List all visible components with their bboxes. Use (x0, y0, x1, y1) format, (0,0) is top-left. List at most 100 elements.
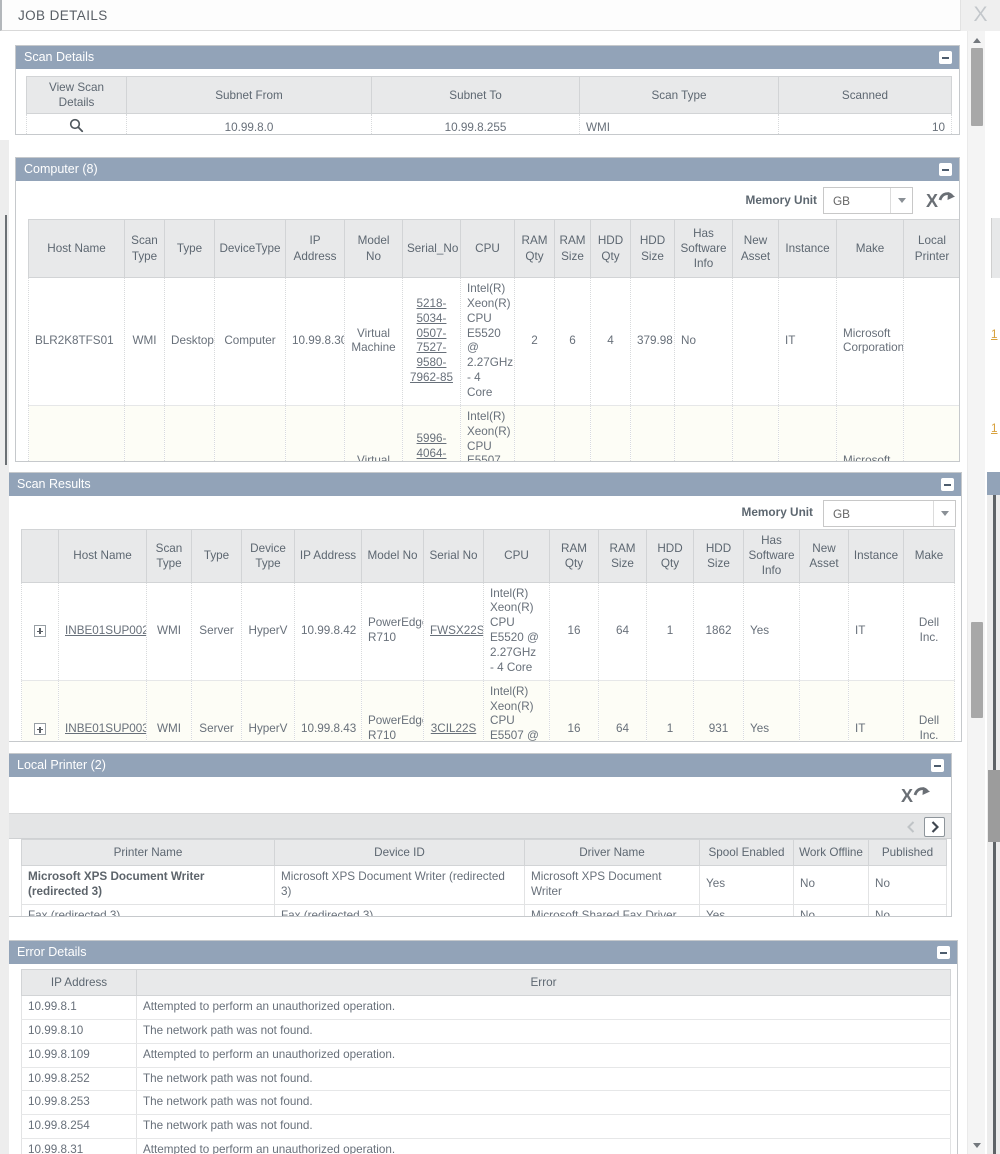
collapse-button[interactable] (941, 478, 954, 491)
cell-error: Attempted to perform an unauthorized ope… (136, 1042, 951, 1068)
memory-unit-select[interactable]: GB (823, 187, 913, 214)
modal-scrollbar[interactable] (967, 31, 985, 1154)
cell-instance: IT (778, 277, 837, 406)
search-icon[interactable] (69, 118, 84, 133)
cell-type: Desktop (164, 277, 215, 406)
col-printer-name: Printer Name (21, 839, 275, 866)
table-header-row: IP Address Error (21, 969, 951, 996)
error-details-title: Error Details (17, 945, 87, 959)
cell-work-offline: No (793, 865, 869, 905)
cell-cpu: Intel(R) Xeon(R) CPU E5520 @ 2.27GHz - 4… (460, 277, 515, 406)
cell-make: Dell Inc. (903, 581, 955, 681)
expand-plus-icon[interactable] (34, 624, 46, 637)
scan-details-panel: Scan Details View Scan Details Subnet Fr… (15, 45, 960, 135)
chevron-down-icon (897, 198, 906, 203)
memory-unit-label: Memory Unit (741, 505, 813, 519)
cell-scan-type: WMI (146, 679, 192, 741)
table-row: 10.99.8.254 The network path was not fou… (21, 1114, 951, 1140)
col-error: Error (136, 969, 951, 996)
cell-error: Attempted to perform an unauthorized ope… (136, 995, 951, 1020)
host-link[interactable]: INBE01SUP003 (65, 721, 147, 735)
col-published: Published (868, 839, 947, 866)
col-scan-type: Scan Type (146, 529, 192, 583)
cell-device-type: Computer (214, 404, 286, 461)
scroll-down-button[interactable] (968, 1138, 986, 1152)
host-link[interactable]: INBE01SUP002 (65, 623, 147, 637)
cell-host-name: INBE01SUP002 (58, 581, 147, 681)
clipped-panel-header (987, 472, 1000, 495)
previous-page-button[interactable] (903, 818, 919, 836)
serial-link[interactable]: FWSX22S (430, 623, 484, 637)
cell-driver-name: Microsoft Shared Fax Driver (524, 903, 700, 916)
col-device-id: Device ID (274, 839, 525, 866)
cell-host-name: INBE01SUVDEV01 (28, 404, 125, 461)
cell-error: Attempted to perform an unauthorized ope… (136, 1138, 951, 1154)
scrollbar-thumb[interactable] (971, 622, 983, 718)
cell-printer-name: Microsoft XPS Document Writer (redirecte… (21, 865, 275, 905)
export-excel-icon[interactable]: X (926, 189, 956, 215)
cell-ram-size: 64 (598, 679, 647, 741)
col-ram-size: RAM Size (554, 219, 591, 278)
cell-ip-address: 10.99.8.1 (21, 995, 137, 1020)
cell-host-name: INBE01SUP003 (58, 679, 147, 741)
cell-new-asset (732, 277, 779, 406)
col-scan-type: Scan Type (124, 219, 165, 278)
col-ram-size: RAM Size (598, 529, 647, 583)
minus-icon (942, 168, 949, 171)
cell-error: The network path was not found. (136, 1114, 951, 1140)
collapse-button[interactable] (937, 946, 950, 959)
scroll-up-button[interactable] (968, 33, 986, 47)
cell-subnet-to: 10.99.8.255 (371, 113, 580, 134)
cell-ram-qty: 2 (514, 404, 555, 461)
table-row: Fax (redirected 3) Fax (redirected 3) Mi… (21, 903, 947, 916)
minus-icon (940, 951, 947, 954)
serial-link[interactable]: 3CIL22S (430, 721, 477, 735)
dropdown-arrow-box (933, 501, 955, 526)
computer-toolbar: Memory Unit GB X (16, 181, 959, 219)
cell-model-no: Virtual Machine (344, 404, 403, 461)
clipped-local-printer-link[interactable]: 1 (991, 422, 998, 435)
error-details-table: IP Address Error 10.99.8.1 Attempted to … (21, 969, 951, 1154)
cell-serial-no: FWSX22S (423, 581, 484, 681)
cell-error: The network path was not found. (136, 1018, 951, 1044)
col-ip-address: IP Address (294, 529, 362, 583)
cell-work-offline: No (793, 903, 869, 916)
col-local-printer: Local Printer (903, 219, 959, 278)
expand-plus-icon[interactable] (34, 722, 46, 735)
cell-cpu: Intel(R) Xeon(R) CPU E5507 @ 2.27GHz - 4… (483, 679, 550, 741)
memory-unit-select[interactable]: GB (823, 500, 956, 527)
table-row: 10.99.8.1 Attempted to perform an unauth… (21, 995, 951, 1020)
collapse-button[interactable] (931, 759, 944, 772)
col-cpu: CPU (460, 219, 515, 278)
clipped-local-printer-link[interactable]: 1 (991, 328, 998, 341)
collapse-button[interactable] (939, 51, 952, 64)
col-ip-address: IP Address (285, 219, 345, 278)
export-excel-icon[interactable]: X (901, 784, 931, 810)
serial-link[interactable]: 5218-5034-0507-7527-9580-7962-85 (410, 296, 453, 385)
next-page-button[interactable] (924, 817, 945, 837)
cell-ram-size: 32 (554, 404, 591, 461)
window-title: JOB DETAILS (18, 8, 108, 23)
cell-model-no: PowerEdge R710 (361, 581, 424, 681)
close-button[interactable]: X (960, 0, 1000, 31)
error-details-header: Error Details (9, 941, 957, 964)
cell-has-software-info: No (674, 277, 733, 406)
scan-results-table: Host Name Scan Type Type Device Type IP … (21, 529, 955, 741)
outer-scrollbar-thumb[interactable] (988, 770, 1000, 842)
cell-scan-type: WMI (146, 581, 192, 681)
cell-make: Microsoft Corporation (836, 277, 904, 406)
collapse-button[interactable] (939, 163, 952, 176)
scrollbar-thumb[interactable] (971, 48, 983, 126)
scan-results-header: Scan Results (9, 473, 961, 496)
serial-link[interactable]: 5996-4064-8506-3107-1450- (416, 432, 447, 461)
cell-make: Microsoft Corporation (836, 404, 904, 461)
cell-has-software-info: Yes (743, 581, 800, 681)
col-spool-enabled: Spool Enabled (699, 839, 794, 866)
cell-device-id: Microsoft XPS Document Writer (redirecte… (274, 865, 525, 905)
scan-results-title: Scan Results (17, 477, 91, 491)
chevron-left-icon (907, 821, 915, 833)
cell-hdd-size: 1862 (693, 581, 744, 681)
cell-hdd-size: 300 (630, 404, 675, 461)
table-row: INBE01SUVDEV01 WMI Desktop Computer 10.9… (28, 404, 959, 461)
